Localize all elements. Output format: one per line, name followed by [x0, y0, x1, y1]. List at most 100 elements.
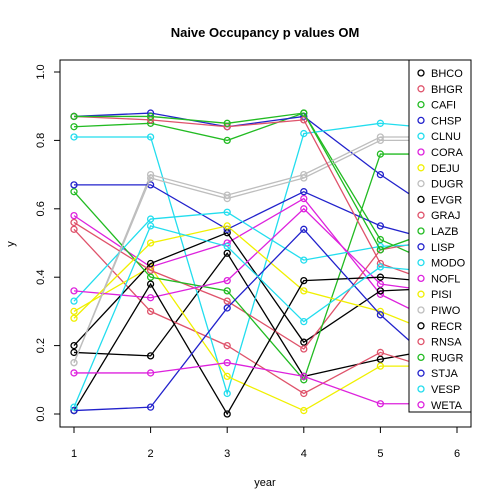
data-point — [70, 403, 78, 411]
series-line — [73, 197, 458, 333]
legend-marker — [417, 290, 425, 298]
legend-label: EVGR — [431, 194, 462, 206]
data-point — [376, 287, 385, 295]
data-point — [223, 341, 231, 350]
y-axis: 0.0 0.2 0.4 0.6 0.8 1.0 — [35, 64, 61, 422]
x-axis: 1 2 3 4 5 6 — [71, 426, 460, 460]
data-point — [70, 297, 78, 305]
series-bhgr — [70, 225, 461, 398]
data-point — [376, 355, 385, 363]
data-point — [223, 119, 231, 127]
data-point — [223, 287, 231, 295]
data-point — [300, 345, 308, 353]
y-tick-label: 0.4 — [35, 270, 47, 285]
data-point — [223, 359, 231, 367]
y-tick-label: 0.2 — [35, 338, 47, 353]
data-point — [376, 273, 385, 281]
data-point — [223, 222, 231, 230]
data-point — [376, 280, 385, 288]
data-point — [70, 225, 78, 233]
legend-marker — [417, 401, 425, 409]
legend-item: VESP — [417, 384, 460, 396]
data-point — [376, 170, 385, 179]
x-tick-label: 4 — [301, 448, 307, 460]
data-point — [223, 410, 231, 418]
data-point — [376, 150, 385, 158]
legend-marker — [417, 258, 425, 267]
data-point — [146, 403, 155, 411]
legend-marker — [417, 116, 425, 125]
data-point — [376, 222, 385, 230]
legend-item: DUGR — [417, 179, 463, 191]
data-point — [376, 263, 385, 271]
data-point — [146, 280, 155, 288]
legend-label: STJA — [431, 368, 459, 380]
data-point — [70, 211, 78, 220]
y-tick-label: 0.8 — [35, 133, 47, 148]
data-point — [376, 400, 385, 408]
data-point — [70, 314, 78, 322]
legend-marker — [417, 227, 425, 235]
data-point — [300, 205, 308, 213]
legend-item: DEJU — [417, 163, 460, 175]
data-point — [70, 369, 78, 377]
legend-label: LISP — [431, 242, 455, 254]
data-point — [146, 352, 155, 360]
x-tick-label: 5 — [377, 448, 383, 460]
legend-marker — [417, 179, 425, 188]
data-point — [223, 304, 231, 312]
data-point — [70, 359, 78, 367]
data-point — [300, 406, 308, 415]
series-layer — [70, 109, 461, 418]
legend-item: LISP — [417, 242, 455, 254]
legend-marker — [417, 85, 425, 93]
series-line — [73, 266, 457, 412]
legend-label: RNSA — [431, 337, 462, 349]
series-line — [74, 184, 458, 248]
x-axis-label: year — [254, 477, 276, 489]
data-point — [300, 256, 308, 264]
data-point — [376, 311, 385, 319]
legend-item: CLNU — [417, 131, 461, 143]
data-point — [70, 112, 78, 121]
data-point — [300, 174, 308, 182]
legend-label: PIWO — [431, 305, 461, 317]
series-vesp — [70, 222, 461, 411]
data-point — [223, 276, 231, 285]
data-point — [70, 133, 78, 141]
legend-label: VESP — [431, 384, 460, 396]
legend-box — [408, 59, 472, 413]
data-point — [223, 297, 231, 305]
legend-marker — [417, 195, 425, 204]
data-point — [376, 136, 385, 145]
data-point — [70, 123, 78, 131]
data-point — [376, 246, 385, 254]
data-point — [376, 235, 385, 244]
y-axis-label: y — [5, 241, 17, 247]
data-point — [223, 372, 231, 381]
series-line — [73, 112, 458, 227]
y-tick-label: 0.0 — [35, 406, 47, 421]
data-point — [300, 194, 308, 203]
data-point — [300, 318, 308, 326]
legend-item: WETA — [417, 400, 463, 412]
legend-marker — [417, 322, 425, 330]
data-point — [70, 218, 78, 227]
legend-label: WETA — [431, 400, 463, 412]
data-point — [223, 249, 231, 257]
series-dugr — [70, 133, 461, 367]
data-point — [146, 273, 155, 281]
x-tick-label: 6 — [454, 448, 460, 460]
series-line — [73, 225, 458, 408]
data-point — [70, 406, 78, 415]
legend-label: NOFL — [431, 273, 460, 285]
legend-marker — [417, 132, 425, 140]
legend-label: BHCO — [431, 68, 463, 80]
data-point — [300, 188, 308, 196]
series-line — [73, 139, 457, 363]
data-point — [300, 109, 308, 117]
data-point — [300, 372, 308, 381]
data-point — [376, 362, 385, 370]
data-point — [70, 307, 78, 316]
series-line — [73, 207, 458, 299]
